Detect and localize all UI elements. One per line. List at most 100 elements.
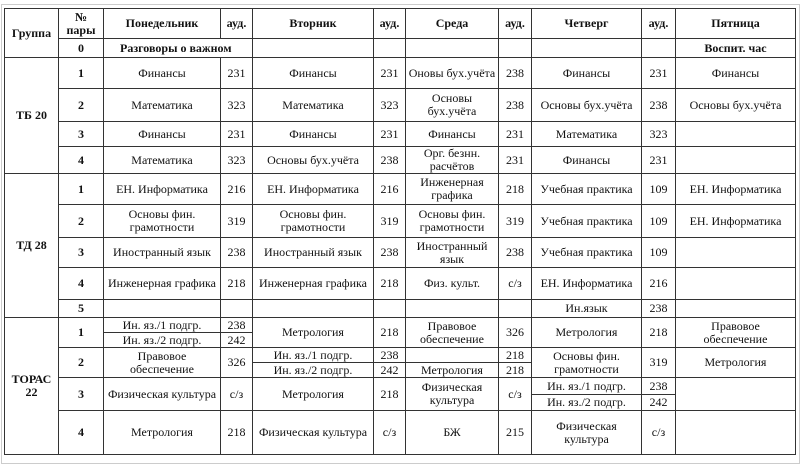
subject: Учебная практика	[531, 173, 642, 205]
room-subgroup-2: 242	[373, 362, 406, 378]
room: 216	[641, 267, 676, 300]
row-zero: 0 Разговоры о важном Воспит. час	[5, 38, 796, 58]
subject: Математика	[103, 88, 221, 122]
schedule-row: ТД 28 1 ЕН. Информатика 216 ЕН. Информатика 2…	[4, 173, 796, 318]
subject: Ин.язык	[531, 299, 642, 318]
schedule-row: 3 Финансы 231 Финансы 231 Финансы 231 Математик…	[5, 121, 796, 147]
header-row: Группа № пары Понедельник ауд. Вторник а…	[4, 8, 796, 58]
schedule-row: 4 Метрология 218 Физическая культура с/з БЖ 21…	[5, 410, 796, 455]
subject: Основы фин. грамотности	[103, 204, 221, 238]
schedule-row: 5 Ин.язык 238	[5, 299, 796, 318]
friday-subject	[675, 410, 796, 455]
subject-subgroup-1: Ин. яз./1 подгр.	[531, 377, 642, 395]
header-group: Группа	[4, 8, 59, 58]
room: 218	[373, 377, 406, 411]
subject: Финансы	[252, 121, 374, 147]
friday-subject: Метрология	[675, 347, 796, 378]
subject: Финансы	[405, 121, 499, 147]
pair-number: 4	[58, 146, 104, 174]
schedule-row: 4 Математика 323 Основы бух.учёта 238 Орг. бе…	[5, 146, 796, 174]
subject: ЕН. Информатика	[103, 173, 221, 205]
subject: Орг. безнн. расчётов	[405, 146, 499, 174]
subject: Иностранный язык	[103, 237, 221, 268]
subject: Правовое обеспечение	[405, 317, 499, 348]
room: 326	[220, 347, 253, 378]
pair-number: 3	[58, 121, 104, 147]
friday-subject	[675, 377, 796, 411]
subject: Учебная практика	[531, 204, 642, 238]
header-room: ауд.	[641, 8, 676, 39]
room: 231	[641, 57, 676, 89]
subject-subgroup-2: Метрология	[405, 362, 499, 378]
friday-subject	[675, 121, 796, 147]
subject-subgroup-2: Ин. яз./2 подгр.	[252, 362, 374, 378]
room: 231	[641, 146, 676, 174]
subject: ЕН. Информатика	[531, 267, 642, 300]
room	[498, 299, 532, 318]
subject: Физическая культура	[103, 377, 221, 411]
header-room: ауд.	[220, 8, 253, 39]
subject	[405, 299, 499, 318]
room: 323	[641, 121, 676, 147]
subject: Метрология	[531, 317, 642, 348]
room-subgroup-1: 238	[373, 347, 406, 363]
subject: Иностранный язык	[252, 237, 374, 268]
room: с/з	[641, 410, 676, 455]
subject: Инженерная графика	[103, 267, 221, 300]
pair-number: 0	[58, 38, 104, 58]
subject: Основы фин. грамотности	[252, 204, 374, 238]
friday-event: Воспит. час	[675, 38, 796, 58]
friday-subject	[675, 237, 796, 268]
subject-subgroup-1: Ин. яз./1 подгр.	[252, 347, 374, 363]
room: 231	[373, 57, 406, 89]
subject: Основы бух.учёта	[531, 88, 642, 122]
subject-subgroup-2: Ин. яз./2 подгр.	[531, 394, 642, 411]
room: 319	[220, 204, 253, 238]
pair-number: 3	[58, 237, 104, 268]
friday-subject: ЕН. Информатика	[675, 204, 796, 238]
room: 109	[641, 204, 676, 238]
room-subgroup-2: 218	[498, 362, 532, 378]
pair-number: 1	[58, 317, 104, 348]
pair-number: 1	[58, 57, 104, 89]
friday-subject	[675, 299, 796, 318]
pair-number: 2	[58, 347, 104, 378]
subject: Физическая культура	[531, 410, 642, 455]
room: с/з	[220, 377, 253, 411]
room	[373, 299, 406, 318]
room-subgroup-2: 242	[220, 332, 253, 348]
subject: Метрология	[252, 377, 374, 411]
pair-number: 2	[58, 88, 104, 122]
header-monday: Понедельник	[103, 8, 221, 39]
subject: Математика	[252, 88, 374, 122]
room: 323	[373, 88, 406, 122]
header-pair: № пары	[58, 8, 104, 39]
room: 323	[220, 88, 253, 122]
schedule-subrow: Ин. яз./2 подгр. 242 Метрология 218	[5, 362, 796, 378]
subject: Основы фин. грамотности	[531, 347, 642, 378]
subject: Финансы	[531, 57, 642, 89]
schedule-row: ТБ 20 1 Финансы 231 Финансы 231 Оновы бух.учёт…	[4, 57, 796, 174]
room: 218	[641, 317, 676, 348]
pair-number: 1	[58, 173, 104, 205]
room: 238	[373, 146, 406, 174]
subject: Метрология	[252, 317, 374, 348]
room: с/з	[498, 377, 532, 411]
room: 218	[220, 267, 253, 300]
schedule-row: 2 Правовое обеспечение 326 Ин. яз./1 подгр.…	[5, 347, 796, 378]
room: 319	[641, 347, 676, 378]
room-subgroup-1: 218	[498, 347, 532, 363]
room: 319	[498, 204, 532, 238]
room: 319	[373, 204, 406, 238]
friday-subject: ЕН. Информатика	[675, 173, 796, 205]
subject: Финансы	[531, 146, 642, 174]
subject: Иностранный язык	[405, 237, 499, 268]
header-wednesday: Среда	[405, 8, 499, 39]
friday-subject	[675, 267, 796, 300]
room: 238	[373, 237, 406, 268]
empty-cell	[498, 38, 532, 58]
room: 231	[220, 121, 253, 147]
room: 231	[498, 146, 532, 174]
room: 218	[373, 267, 406, 300]
pair-number: 5	[58, 299, 104, 318]
